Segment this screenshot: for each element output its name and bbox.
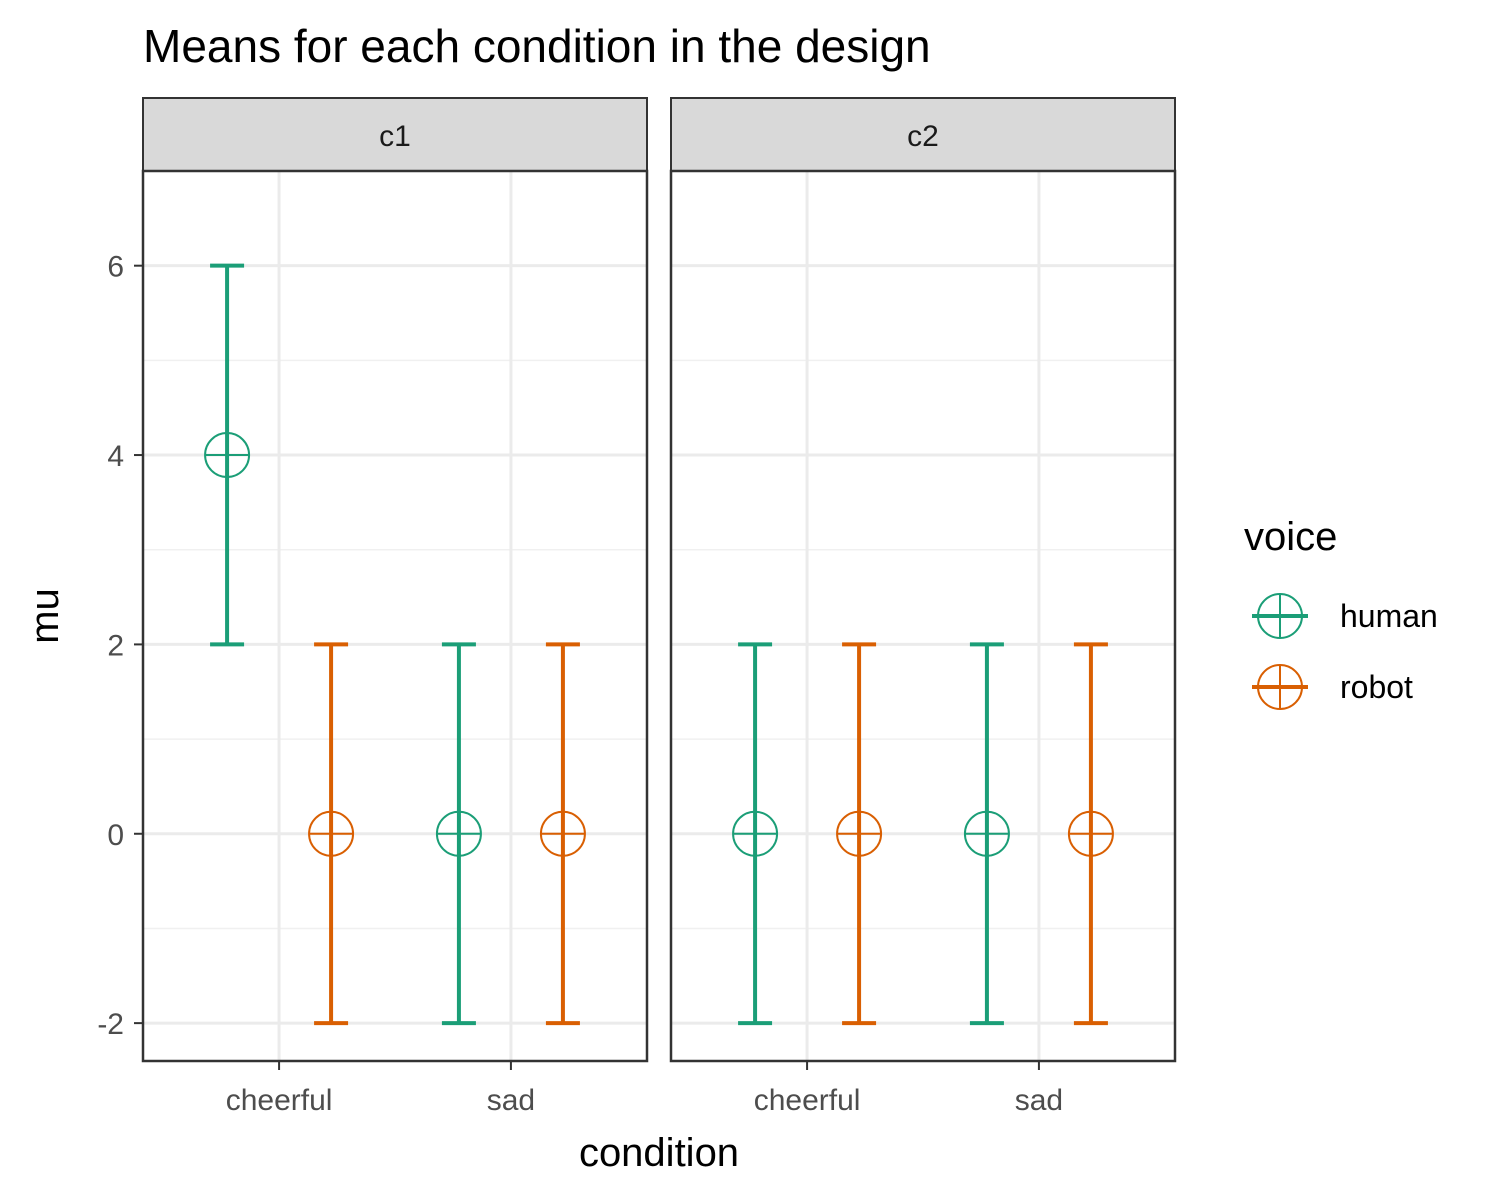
y-tick-label: 4 [107,440,124,473]
y-tick-label: 6 [107,251,124,284]
panel-border [669,169,1177,1063]
mean-point-human [732,810,779,857]
mean-point-human [204,432,251,479]
mean-point-human [435,810,482,857]
y-tick-label: 2 [107,629,124,662]
mean-point-human [963,810,1010,857]
panel-background [671,171,1175,1061]
y-axis: -2 0 2 4 6 [97,251,143,1041]
panel-border [141,169,649,1063]
strip-label-c2: c2 [907,120,939,153]
facet-panel-c2: c2 cheerful sad [669,97,1177,1117]
panel-background [143,171,647,1061]
mean-point-robot [836,810,883,857]
chart-title: Means for each condition in the design [143,20,931,72]
x-axis-title: condition [579,1131,739,1175]
x-tick-label: sad [1015,1084,1063,1117]
legend: voice human robot [1244,515,1438,710]
mean-point-robot [1067,810,1114,857]
mean-point-robot [539,810,586,857]
x-tick-label: sad [487,1084,535,1117]
mean-point-robot [308,810,355,857]
legend-key-human [1252,593,1308,639]
y-tick-label: -2 [97,1008,124,1041]
strip-background [670,97,1176,172]
y-axis-title: mu [23,588,67,644]
x-tick-label: cheerful [226,1084,333,1117]
facet-panel-c1: c1 cheerful sad [141,97,649,1117]
legend-title: voice [1244,515,1337,559]
y-tick-label: 0 [107,819,124,852]
legend-label-robot: robot [1340,669,1413,705]
legend-label-human: human [1340,598,1438,634]
legend-key-robot [1252,664,1308,710]
strip-background [142,97,648,172]
x-tick-label: cheerful [754,1084,861,1117]
strip-label-c1: c1 [379,120,411,153]
